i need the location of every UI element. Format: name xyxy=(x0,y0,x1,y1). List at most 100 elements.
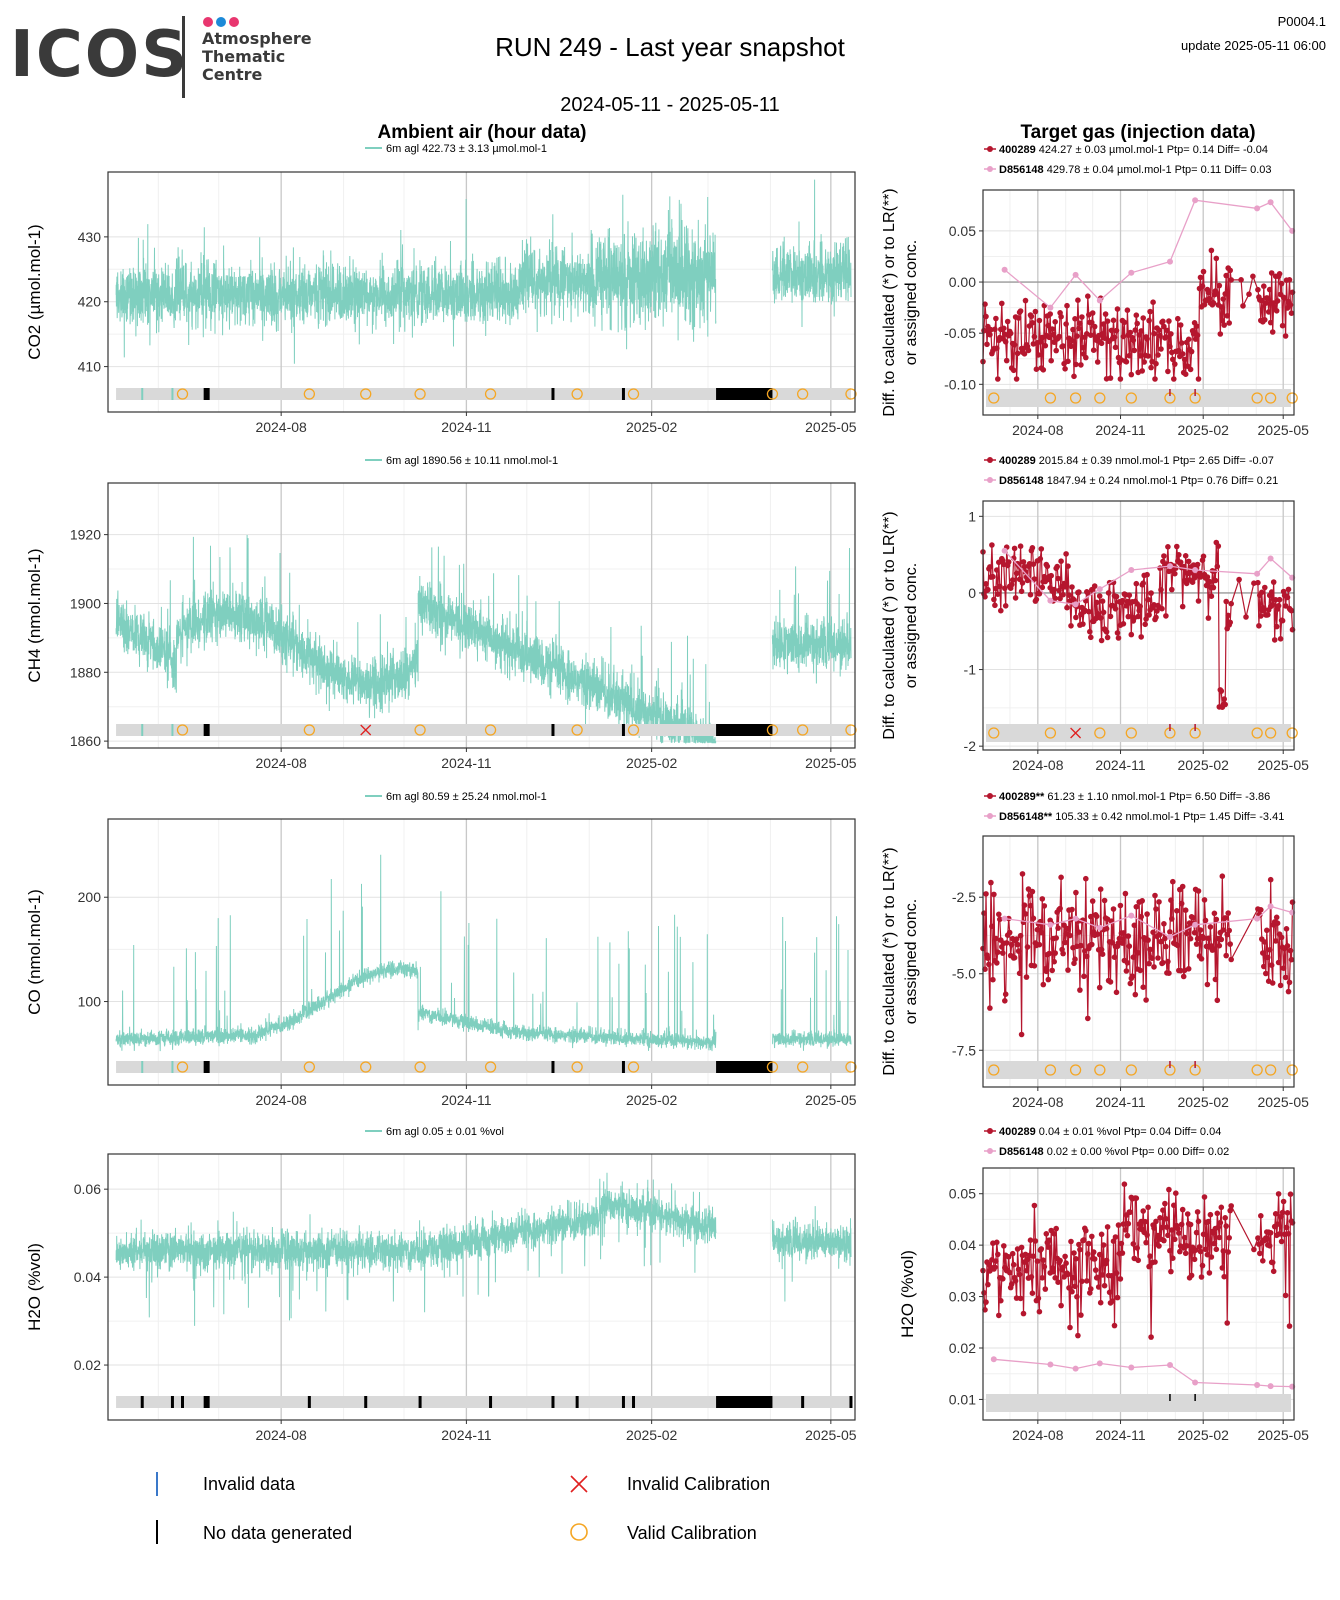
target-1-point-400289 xyxy=(1048,572,1054,579)
target-3-point-400289 xyxy=(1191,1256,1198,1263)
target-0-point-400289 xyxy=(1171,376,1177,382)
target-0-point-400289 xyxy=(1168,331,1174,337)
ambient-1-valid-calibration xyxy=(627,724,640,736)
target-0-point-400289 xyxy=(1138,328,1144,334)
target-2-point-400289 xyxy=(1064,925,1070,932)
ambient-0-ytick-label: 410 xyxy=(78,359,102,375)
target-2-point-400289 xyxy=(1169,916,1175,922)
ambient-2-valid-calibration xyxy=(766,1061,779,1073)
target-3-point-400289 xyxy=(1118,1240,1125,1247)
target-3-point-400289 xyxy=(1157,1215,1163,1221)
target-3-ylabel: H2O (%vol) xyxy=(898,1250,917,1338)
target-1-point-400289 xyxy=(1036,591,1043,597)
target-2-point-400289 xyxy=(1016,970,1023,977)
target-0-point-400289 xyxy=(1128,371,1135,378)
target-3-point-400289 xyxy=(1188,1272,1195,1279)
ambient-2-xtick-label: 2025-05 xyxy=(805,1092,857,1108)
ambient-1-valid-calibration xyxy=(303,724,315,736)
target-2-valid-calibration xyxy=(1286,1064,1298,1076)
target-0-point-400289 xyxy=(1145,353,1151,359)
target-2-point-400289 xyxy=(1083,875,1089,882)
logo-dots xyxy=(203,14,242,32)
target-0-point-400289 xyxy=(1033,366,1040,373)
target-1-point-400289 xyxy=(1214,563,1221,570)
target-0-point-400289 xyxy=(1217,331,1224,337)
target-1-point-400289 xyxy=(1062,584,1068,590)
target-1-point-400289 xyxy=(1140,580,1146,586)
target-0-point-400289 xyxy=(1124,307,1131,314)
target-2-point-400289 xyxy=(1216,942,1223,949)
target-3-legend-dot-400289 xyxy=(987,1128,993,1134)
target-1-point-400289 xyxy=(1200,553,1207,560)
ambient-3-no-data-mark xyxy=(170,1396,174,1408)
ambient-2-valid-calibration xyxy=(571,1061,583,1073)
target-3-point-D856148 xyxy=(990,1356,997,1363)
target-3-point-400289 xyxy=(1008,1281,1015,1287)
ambient-3-ylabel: H2O (%vol) xyxy=(25,1243,44,1331)
target-2-point-400289 xyxy=(1008,942,1015,948)
target-2-point-400289 xyxy=(1140,984,1146,990)
target-0-ytick-label: -0.05 xyxy=(944,325,976,341)
target-0-point-400289 xyxy=(1062,366,1068,372)
target-3-point-400289 xyxy=(993,1258,999,1264)
target-1-point-400289 xyxy=(1091,583,1098,589)
ambient-0-xtick-label: 2025-02 xyxy=(626,419,678,435)
target-1-point-400289 xyxy=(1114,630,1121,636)
target-3-point-400289 xyxy=(1151,1225,1157,1231)
target-1-point-400289 xyxy=(994,567,1000,573)
ambient-3-no-data-mark xyxy=(632,1396,636,1408)
target-0-point-400289 xyxy=(1130,337,1137,344)
target-2-point-400289 xyxy=(1002,991,1009,997)
target-1-point-400289 xyxy=(1210,584,1217,591)
target-1-valid-calibration xyxy=(1094,727,1106,739)
target-2-point-400289 xyxy=(1160,959,1166,966)
target-1-point-400289 xyxy=(1194,561,1201,568)
ambient-3-series-line xyxy=(115,1172,717,1326)
target-1-point-400289 xyxy=(1058,558,1064,564)
ambient-2-no-data-mark xyxy=(203,1061,210,1073)
target-3-point-400289 xyxy=(1282,1292,1289,1299)
target-0-point-400289 xyxy=(1060,343,1066,349)
target-3-point-400289 xyxy=(1224,1320,1230,1326)
ambient-2-series-line xyxy=(772,916,852,1051)
target-0-point-400289 xyxy=(1147,308,1153,315)
target-0-point-400289 xyxy=(1218,304,1225,310)
target-1-point-400289 xyxy=(1236,576,1242,583)
target-1-point-400289 xyxy=(1136,607,1142,614)
target-0-point-400289 xyxy=(1163,334,1169,340)
target-0-legend-dot-D856148 xyxy=(987,166,993,172)
no-data-legend-label: No data generated xyxy=(203,1523,352,1543)
target-2-point-400289 xyxy=(1139,898,1145,904)
target-1-legend-dot-400289 xyxy=(987,457,993,463)
target-1-point-400289 xyxy=(1011,545,1018,552)
target-2-point-400289 xyxy=(1126,943,1133,949)
ambient-0-legend-label: 6m agl 422.73 ± 3.13 µmol.mol-1 xyxy=(386,143,547,155)
target-3-point-400289 xyxy=(1170,1255,1176,1261)
target-0-point-400289 xyxy=(1276,271,1283,277)
target-2-point-400289 xyxy=(1096,984,1103,991)
target-0-point-400289 xyxy=(1259,297,1265,304)
ambient-3-no-data-mark xyxy=(364,1396,368,1408)
target-2-point-400289 xyxy=(1179,883,1186,890)
target-1-point-400289 xyxy=(1268,589,1275,595)
target-2-point-400289 xyxy=(1125,933,1132,939)
target-2-point-400289 xyxy=(1286,979,1293,986)
target-3-point-400289 xyxy=(1269,1259,1276,1266)
target-1-point-400289 xyxy=(1098,637,1105,644)
target-3-point-400289 xyxy=(1207,1211,1214,1218)
ambient-0-xtick-label: 2024-08 xyxy=(255,419,307,435)
target-2-point-400289 xyxy=(1198,956,1205,962)
target-3-point-400289 xyxy=(1263,1235,1269,1241)
target-2-point-400289 xyxy=(989,923,995,930)
target-3-point-400289 xyxy=(1020,1310,1027,1317)
target-1-plot-bg xyxy=(983,501,1294,750)
target-3-point-400289 xyxy=(1031,1202,1038,1209)
target-1-point-D856148 xyxy=(1167,563,1173,570)
target-0-point-400289 xyxy=(1222,291,1228,297)
target-3-point-400289 xyxy=(1171,1202,1177,1209)
target-1-point-400289 xyxy=(1018,588,1025,595)
target-2-point-400289 xyxy=(1151,964,1157,970)
target-2-point-400289 xyxy=(1275,959,1282,966)
target-1-point-400289 xyxy=(1002,585,1008,592)
target-3-point-400289 xyxy=(1200,1231,1207,1238)
